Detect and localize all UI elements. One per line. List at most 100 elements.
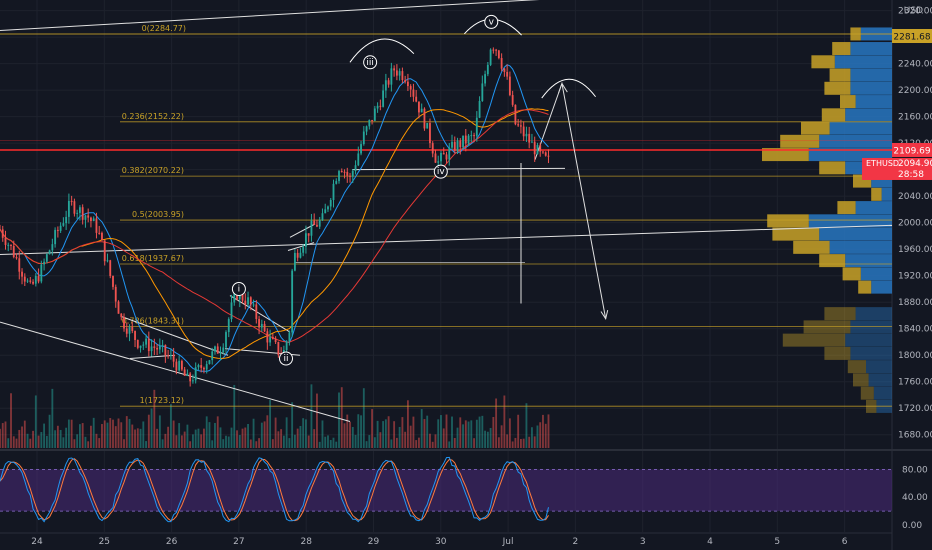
date-tick-label: 28 (300, 537, 312, 547)
candle-body (109, 260, 112, 276)
candle-body (423, 108, 426, 129)
volume-bar (277, 431, 280, 448)
oscillator-tick-label: 80.00 (902, 465, 928, 475)
profile-sell-bar (780, 134, 820, 148)
candle-body (178, 360, 181, 371)
candle-body (495, 49, 498, 51)
volume-bar (117, 418, 120, 448)
price-tick-label: 2160.00 (898, 113, 932, 123)
volume-bar (384, 419, 387, 448)
volume-bar (241, 428, 244, 448)
volume-bar (404, 431, 407, 448)
candle-body (84, 215, 87, 220)
volume-bar (23, 420, 26, 448)
volume-bar (125, 416, 128, 448)
volume-bar (244, 427, 247, 448)
volume-bar (233, 384, 236, 448)
profile-sell-bar (842, 267, 861, 281)
fib-levels: 0(2284.77) 0.236(2152.22) 0.382(2070.22) 0.… (0, 24, 892, 407)
volume-bar (32, 430, 34, 448)
volume-bar (56, 425, 59, 448)
profile-sell-bar (767, 214, 809, 228)
candle-body (456, 140, 459, 151)
candle-body (15, 257, 18, 259)
volume-bar (426, 415, 429, 448)
profile-buy-bar (834, 55, 892, 69)
candle-body (125, 328, 128, 334)
profile-buy-bar (845, 108, 892, 122)
volume-bar (29, 438, 32, 448)
date-tick-label: 30 (435, 537, 447, 547)
wave-label: iii (366, 58, 374, 68)
candle-body (393, 68, 396, 71)
candle-body (269, 337, 272, 343)
candle-body (409, 86, 412, 90)
volume-bar (519, 438, 522, 448)
arrow-head (558, 82, 568, 93)
volume-bar (434, 434, 437, 448)
candle-body (255, 304, 258, 320)
candle-body (67, 200, 70, 217)
candle-body (404, 80, 407, 82)
volume-bar (462, 424, 464, 448)
candle-body (51, 244, 54, 251)
date-tick-label: 27 (233, 537, 244, 547)
volume-bar (205, 416, 208, 448)
volume-bar (4, 421, 7, 448)
candle-body (131, 326, 134, 331)
volume-bar (109, 418, 112, 448)
date-tick-label: 3 (640, 537, 646, 547)
candle-body (473, 135, 475, 137)
volume-bar (258, 438, 260, 448)
candle-body (390, 68, 393, 85)
candle-body (431, 143, 434, 154)
candle-body (252, 304, 255, 306)
volume-bar (45, 435, 48, 448)
candle-body (92, 218, 95, 222)
candle-body (227, 319, 230, 333)
volume-bar (299, 425, 302, 448)
candle-body (249, 297, 252, 305)
candle-body (327, 206, 329, 210)
candle-body (486, 64, 489, 75)
price-label-box (892, 28, 932, 43)
candle-body (186, 373, 189, 376)
price-tick-label: 1960.00 (898, 245, 932, 255)
candle-body (349, 175, 351, 177)
volume-bar (194, 429, 197, 448)
candle-body (258, 319, 260, 328)
volume-bar (373, 437, 376, 448)
candle-body (103, 240, 106, 262)
candle-body (211, 351, 214, 361)
candle-body (285, 341, 288, 351)
profile-sell-bar (772, 227, 820, 241)
candle-body (365, 126, 368, 132)
volume-bar (114, 426, 117, 448)
candle-body (1, 229, 4, 238)
candle-body (503, 68, 506, 72)
trend-line-support (0, 224, 893, 255)
volume-bar (103, 420, 106, 448)
volume-bar (495, 398, 498, 448)
candle-body (180, 360, 183, 370)
trend-line-upper (0, 0, 540, 31)
candle-body (522, 126, 525, 137)
volume-bar (128, 418, 131, 448)
volume-bar (222, 439, 225, 448)
profile-sell-bar (793, 240, 830, 254)
candle-body (371, 119, 374, 121)
candle-body (478, 101, 481, 118)
candle-body (208, 360, 211, 365)
volume-bar (101, 424, 103, 448)
candle-body (65, 216, 68, 224)
volume-bar (346, 414, 349, 448)
volume-bar (536, 425, 539, 448)
candle-body (112, 275, 114, 287)
volume-bar (10, 393, 12, 448)
volume-bar (382, 421, 385, 448)
volume-bar (371, 409, 374, 448)
candle-body (214, 346, 216, 352)
